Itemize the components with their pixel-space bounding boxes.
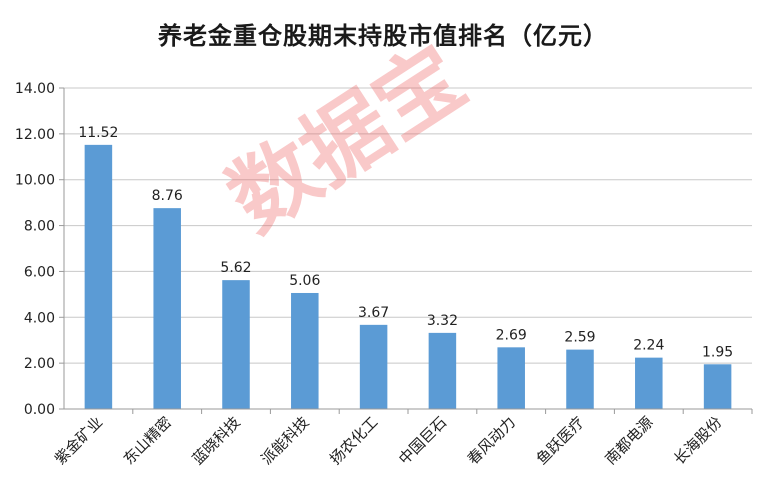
data-label: 5.62 — [220, 260, 251, 276]
y-tick-label: 4.00 — [24, 310, 55, 326]
y-tick-label: 14.00 — [15, 81, 55, 97]
x-category-label: 鱼跃医疗 — [533, 413, 588, 468]
y-tick-label: 0.00 — [24, 402, 55, 418]
data-label: 1.95 — [702, 344, 733, 360]
bar — [359, 324, 388, 409]
bar — [566, 349, 594, 409]
data-label: 8.76 — [152, 188, 183, 204]
bars — [84, 144, 732, 409]
bar — [291, 292, 319, 409]
x-category-label: 中国巨石 — [395, 413, 450, 468]
y-axis: 0.00 2.00 4.00 6.00 8.00 10.00 12.00 14.00 — [15, 81, 65, 418]
x-axis: 紫金矿业 东山精密 蓝晓科技 派能科技 扬农化工 中国巨石 春风动力 鱼跃医疗 南都电源 长海股份 — [51, 408, 753, 468]
data-label: 2.24 — [633, 338, 664, 354]
data-label: 2.59 — [564, 330, 595, 346]
y-tick-label: 6.00 — [24, 264, 55, 280]
bar — [84, 144, 113, 409]
data-label: 11.52 — [78, 125, 118, 141]
data-label: 3.32 — [427, 313, 458, 329]
bar — [635, 357, 663, 409]
x-category-label: 蓝晓科技 — [189, 413, 244, 468]
data-labels: 11.52 8.76 5.62 5.06 3.67 3.32 2.69 2.59 2.24 1.9… — [78, 125, 733, 360]
bar — [222, 280, 250, 409]
y-tick-label: 8.00 — [24, 219, 55, 235]
y-tick-label: 12.00 — [15, 127, 55, 143]
x-category-label: 紫金矿业 — [51, 413, 106, 468]
bar — [703, 364, 732, 409]
x-category-label: 派能科技 — [257, 413, 312, 468]
bar — [153, 208, 181, 409]
y-tick-label: 10.00 — [15, 173, 55, 189]
y-tick-label: 2.00 — [24, 356, 55, 372]
data-label: 3.67 — [358, 305, 389, 321]
bar — [428, 332, 457, 409]
x-category-label: 春风动力 — [464, 413, 519, 468]
x-category-label: 东山精密 — [120, 413, 175, 468]
data-label: 2.69 — [496, 327, 527, 343]
bar — [497, 347, 525, 409]
data-label: 5.06 — [289, 273, 320, 289]
x-category-label: 长海股份 — [670, 413, 725, 468]
chart-title: 养老金重仓股期末持股市值排名（亿元） — [158, 21, 608, 50]
x-category-label: 南都电源 — [601, 413, 656, 468]
x-category-label: 扬农化工 — [326, 413, 381, 468]
